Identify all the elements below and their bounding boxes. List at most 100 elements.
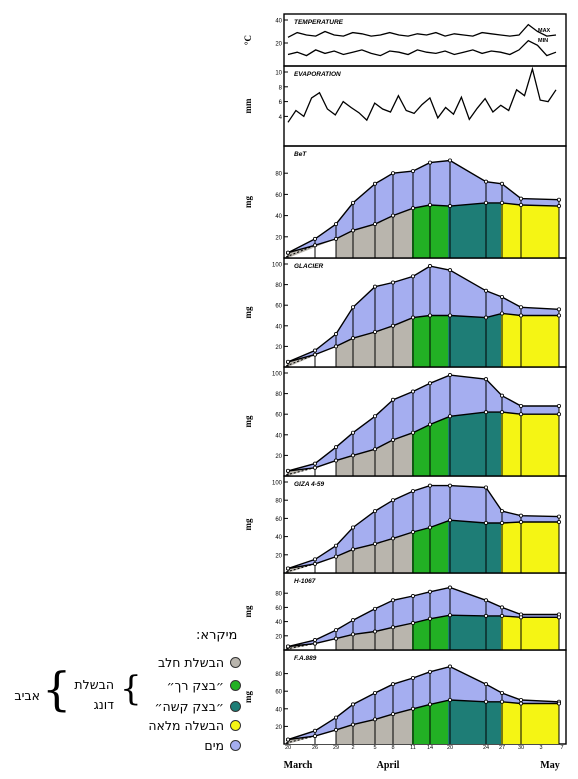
- y-tick-label: 20: [275, 454, 282, 460]
- stage-full-ripeness: [501, 313, 559, 367]
- legend-item-water: מים: [135, 737, 241, 753]
- dry-point: [557, 412, 562, 417]
- chart-panels: TEMPERATURE °C 20 40 MAX MIN EVAPORATION mm 4 6 8 1…: [243, 13, 567, 745]
- outer-brace: {: [42, 662, 72, 716]
- stage-hard-dough: [448, 412, 501, 476]
- legend-label-hard-dough: ״בצק קשה״: [154, 698, 225, 714]
- dry-point: [410, 706, 415, 711]
- total-point: [557, 403, 562, 408]
- panel-title: H-1067: [294, 578, 316, 585]
- dry-point: [499, 200, 504, 205]
- panel-glacier: GLACIER mg 20 40 60 80 100: [243, 257, 567, 368]
- total-point: [483, 682, 488, 687]
- dry-point: [333, 458, 338, 463]
- total-point: [350, 200, 355, 205]
- dry-point: [519, 615, 524, 620]
- y-tick-label: 40: [275, 535, 282, 541]
- dry-point: [499, 311, 504, 316]
- legend-label-full-ripeness: הבשלה מלאה: [148, 717, 224, 733]
- y-tick-label: 100: [272, 372, 283, 378]
- dry-point: [312, 734, 317, 739]
- y-tick-label: 6: [279, 100, 283, 106]
- y-tick-label: 80: [275, 392, 282, 398]
- dry-point: [372, 541, 377, 546]
- series-label: MAX: [538, 28, 551, 34]
- total-point: [447, 158, 452, 163]
- y-tick-label: 40: [275, 707, 282, 713]
- y-tick-label: 100: [272, 263, 283, 269]
- dry-point: [447, 313, 452, 318]
- legend-swatch-full-ripeness: [230, 719, 241, 731]
- total-point: [483, 288, 488, 293]
- total-point: [499, 294, 504, 299]
- dry-point: [350, 336, 355, 341]
- panel-title: EVAPORATION: [294, 71, 341, 78]
- y-tick-label: 8: [279, 85, 283, 91]
- dry-point: [312, 641, 317, 646]
- dry-point: [519, 701, 524, 706]
- x-tick-label: 11: [410, 745, 416, 751]
- total-point: [427, 160, 432, 165]
- dry-point: [410, 530, 415, 535]
- total-point: [333, 543, 338, 548]
- series-line-max: [287, 23, 557, 38]
- total-point: [372, 284, 377, 289]
- panel-ylabel: °C: [243, 35, 253, 45]
- start-dash: [285, 467, 316, 476]
- total-point: [447, 268, 452, 273]
- y-tick-label: 60: [275, 690, 282, 696]
- group-label-spring: אביב: [14, 688, 40, 703]
- total-point: [333, 332, 338, 337]
- legend-swatch-hard-dough: [230, 700, 241, 712]
- legend-label-water: מים: [204, 737, 224, 753]
- y-tick-label: 20: [275, 235, 282, 241]
- panel-h-1067: H-1067 mg 20 40 60 80: [243, 572, 567, 651]
- legend-item-full-ripeness: הבשלה מלאה: [135, 717, 241, 733]
- dry-point: [350, 722, 355, 727]
- stage-full-ripeness: [501, 701, 559, 744]
- dry-point: [499, 520, 504, 525]
- dry-point: [557, 615, 562, 620]
- dry-point: [390, 536, 395, 541]
- y-tick-label: 60: [275, 606, 282, 612]
- total-point: [372, 690, 377, 695]
- dry-point: [333, 236, 338, 241]
- dry-point: [483, 520, 488, 525]
- total-point: [557, 514, 562, 519]
- dry-point: [312, 243, 317, 248]
- y-tick-label: 80: [275, 172, 282, 178]
- x-tick-label: 20: [447, 745, 453, 751]
- total-point: [519, 513, 524, 518]
- dry-point: [390, 437, 395, 442]
- x-tick-label: 27: [499, 745, 505, 751]
- dry-point: [499, 410, 504, 415]
- blank-start: [288, 346, 336, 367]
- x-tick-label: 3: [539, 745, 542, 751]
- x-tick-label: 14: [427, 745, 433, 751]
- dry-point: [483, 200, 488, 205]
- y-tick-label: 60: [275, 304, 282, 310]
- total-point: [312, 728, 317, 733]
- dry-point: [312, 352, 317, 357]
- panel-giza-4-59: GIZA 4-59 mg 20 40 60 80 100: [243, 475, 567, 574]
- dry-point: [372, 717, 377, 722]
- stage-full-ripeness: [501, 522, 559, 573]
- dry-point: [285, 468, 290, 473]
- total-point: [483, 598, 488, 603]
- total-point: [427, 589, 432, 594]
- total-point: [372, 414, 377, 419]
- total-point: [410, 676, 415, 681]
- dry-point: [557, 520, 562, 525]
- dry-point: [285, 359, 290, 364]
- total-point: [312, 236, 317, 241]
- x-tick-label: 8: [391, 745, 394, 751]
- panel-temperature: TEMPERATURE °C 20 40 MAX MIN: [243, 13, 567, 67]
- total-point: [410, 389, 415, 394]
- total-point: [372, 606, 377, 611]
- start-dash: [285, 354, 316, 367]
- dry-point: [427, 202, 432, 207]
- stage-full-ripeness: [501, 202, 559, 258]
- y-tick-label: 10: [275, 71, 282, 77]
- dry-point: [372, 629, 377, 634]
- dry-point: [372, 222, 377, 227]
